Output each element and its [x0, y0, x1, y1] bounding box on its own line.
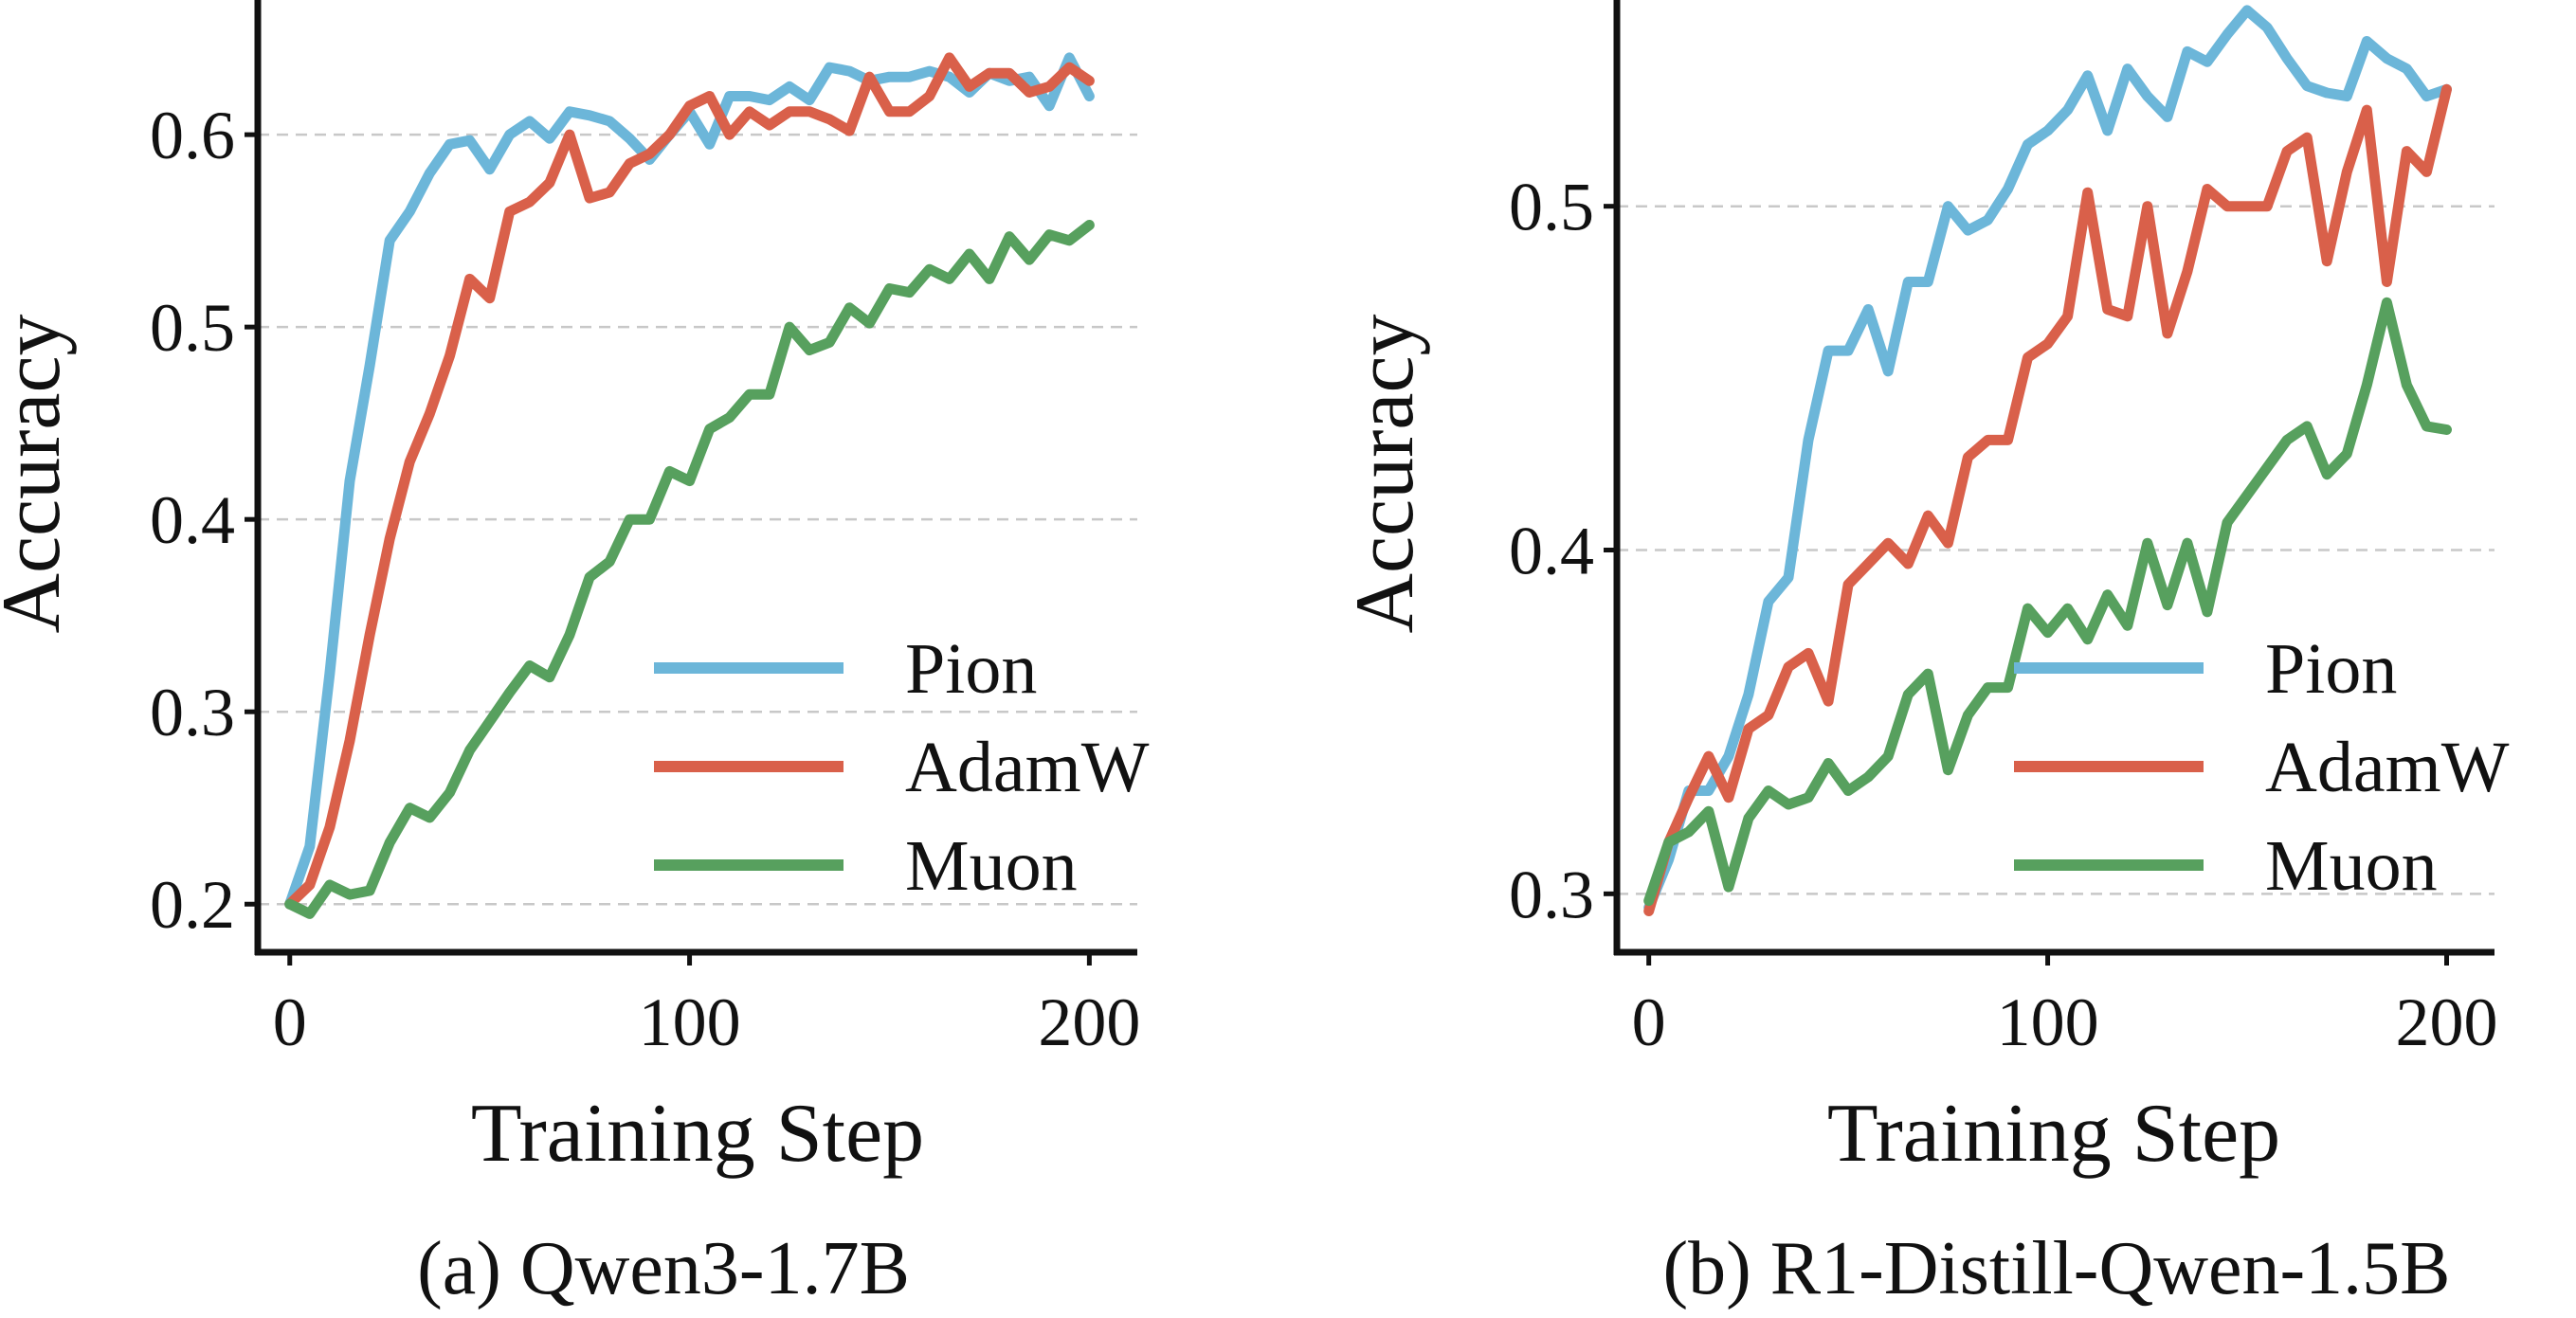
series-line-adamw [1643, 83, 2452, 916]
y-tick-label: 0.3 [1509, 857, 1594, 932]
panel-r1-distill-qwen-1-5b: Accuracy Training Step (b) R1-Distill-Qw… [1339, 0, 2510, 1310]
x-axis-label: Training Step [1827, 1088, 2280, 1180]
legend-label-muon: Muon [2265, 826, 2438, 906]
x-tick-label: 200 [2395, 984, 2497, 1060]
series-line-muon [284, 220, 1095, 919]
y-tick-label: 0.3 [150, 675, 235, 750]
legend-label-pion: Pion [905, 629, 1037, 709]
panel-qwen3-1-7b: Accuracy Training Step (a) Qwen3-1.7B 0.… [0, 0, 1150, 1310]
y-tick-label: 0.5 [150, 290, 235, 366]
legend-label-muon: Muon [905, 826, 1078, 906]
x-tick-label: 200 [1038, 984, 1140, 1060]
y-axis-label: Accuracy [0, 314, 78, 633]
y-axis-label: Accuracy [1339, 314, 1431, 633]
legend-label-adamw: AdamW [2265, 728, 2510, 807]
x-tick-label: 0 [273, 984, 307, 1060]
y-tick-label: 0.4 [1509, 514, 1594, 589]
y-tick-label: 0.5 [1509, 170, 1594, 245]
panel-caption: (b) R1-Distill-Qwen-1.5B [1662, 1227, 2450, 1310]
x-axis-label: Training Step [471, 1088, 924, 1180]
y-tick-label: 0.6 [150, 98, 235, 173]
x-tick-label: 0 [1632, 984, 1666, 1060]
x-tick-label: 100 [1997, 984, 2099, 1060]
x-tick-label: 100 [639, 984, 741, 1060]
legend-label-adamw: AdamW [905, 728, 1150, 807]
series-line-pion [1643, 5, 2452, 913]
y-tick-label: 0.2 [150, 867, 235, 943]
y-tick-label: 0.4 [150, 482, 235, 558]
series-line-adamw [284, 52, 1095, 910]
series-line-muon [1643, 297, 2452, 907]
legend-label-pion: Pion [2265, 629, 2397, 709]
panel-caption: (a) Qwen3-1.7B [417, 1227, 910, 1310]
